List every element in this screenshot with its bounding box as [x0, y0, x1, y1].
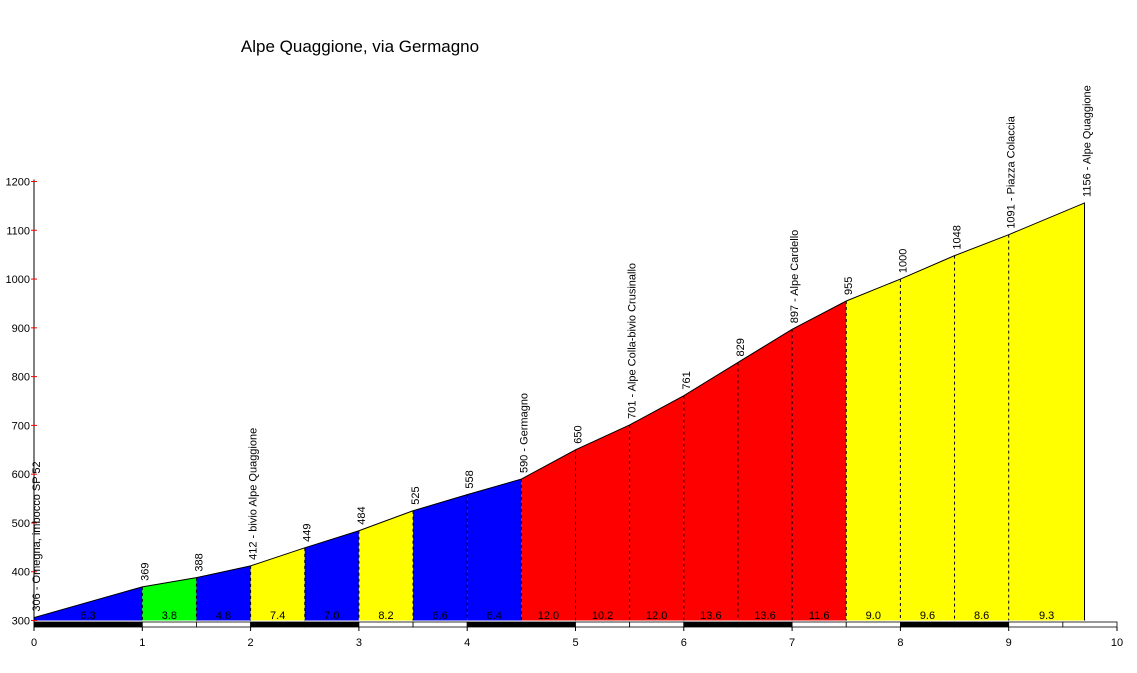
- distance-scale-bar: [141, 621, 197, 628]
- x-tick-label: 2: [248, 637, 254, 649]
- distance-scale-bar: [845, 621, 901, 628]
- waypoint-label: 897 - Alpe Cardello: [789, 230, 801, 324]
- gradient-label: 9.3: [1039, 610, 1054, 622]
- gradient-label: 12.0: [538, 610, 559, 622]
- y-tick-label: 900: [12, 323, 30, 335]
- gradient-label: 6.6: [432, 610, 447, 622]
- gradient-label: 3.8: [162, 610, 177, 622]
- distance-scale-bar: [196, 621, 251, 628]
- gradient-label: 8.6: [974, 610, 989, 622]
- gradient-segment: [196, 565, 251, 621]
- gradient-label: 6.3: [81, 610, 96, 622]
- distance-scale-bar: [683, 621, 739, 628]
- gradient-label: 4.8: [216, 610, 231, 622]
- x-tick-label: 7: [789, 637, 795, 649]
- x-tick-label: 9: [1006, 637, 1012, 649]
- y-tick-label: 500: [12, 518, 30, 530]
- y-tick-label: 300: [12, 616, 30, 628]
- gradient-label: 7.0: [324, 610, 339, 622]
- distance-scale-bar: [33, 621, 89, 628]
- gradient-label: 10.2: [592, 610, 613, 622]
- gradient-segment: [250, 547, 305, 621]
- waypoint-label: 955: [843, 277, 855, 295]
- x-tick-label: 10: [1111, 637, 1123, 649]
- gradient-segment: [900, 255, 955, 621]
- distance-scale-bar: [1008, 621, 1064, 628]
- waypoint-label: 525: [410, 486, 422, 504]
- waypoint-label: 1156 - Alpe Quaggione: [1082, 85, 1094, 197]
- y-tick-label: 800: [12, 372, 30, 384]
- waypoint-label: 558: [464, 470, 476, 488]
- x-tick-label: 0: [31, 637, 37, 649]
- distance-scale-bar: [629, 621, 685, 628]
- x-tick-label: 4: [464, 637, 470, 649]
- waypoint-label: 449: [302, 523, 314, 541]
- gradient-segment: [737, 329, 793, 621]
- waypoint-label: 306 - Omegna, imbocco SP 52: [31, 461, 43, 611]
- waypoint-label: 590 - Germagno: [518, 393, 530, 473]
- distance-scale-bar: [520, 621, 576, 628]
- distance-scale-bar: [1062, 621, 1118, 628]
- gradient-label: 13.6: [754, 610, 775, 622]
- gradient-label: 9.0: [866, 610, 881, 622]
- waypoint-label: 412 - bivio Alpe Quaggione: [248, 428, 260, 560]
- waypoint-label: 650: [573, 425, 585, 443]
- y-tick-label: 400: [12, 567, 30, 579]
- x-tick-label: 1: [139, 637, 145, 649]
- gradient-segment: [846, 279, 901, 621]
- gradient-segment: [521, 449, 576, 621]
- distance-scale-bar: [87, 621, 143, 628]
- distance-scale-bar: [791, 621, 847, 628]
- profile-line: [33, 202, 1086, 621]
- distance-scale-bar: [575, 621, 631, 628]
- y-tick-label: 600: [12, 469, 30, 481]
- waypoint-label: 829: [735, 338, 747, 356]
- x-tick-label: 8: [897, 637, 903, 649]
- gradient-segment: [467, 479, 522, 621]
- waypoint-label: 761: [681, 371, 693, 389]
- gradient-label: 8.2: [378, 610, 393, 622]
- gradient-segment: [304, 530, 359, 621]
- gradient-segment: [1008, 202, 1085, 621]
- x-tick-label: 6: [681, 637, 687, 649]
- waypoint-label: 1048: [952, 225, 964, 249]
- waypoint-label: 701 - Alpe Colla-bivio Crusinallo: [627, 263, 639, 419]
- distance-scale-bar: [304, 621, 360, 628]
- waypoint-label: 388: [193, 553, 205, 571]
- distance-scale-bar: [250, 621, 306, 628]
- gradient-segment: [792, 301, 847, 621]
- gradient-label: 12.0: [646, 610, 667, 622]
- gradient-segment: [34, 586, 143, 621]
- waypoint-label: 369: [139, 562, 151, 580]
- y-tick-label: 700: [12, 420, 30, 432]
- chart-title: Alpe Quaggione, via Germagno: [241, 37, 479, 56]
- waypoint-label: 1000: [897, 249, 909, 273]
- distance-scale-bar: [900, 621, 955, 628]
- gradient-label: 9.6: [920, 610, 935, 622]
- distance-scale-bar: [412, 621, 468, 628]
- y-tick-label: 1100: [6, 225, 30, 237]
- gradient-label: 13.6: [700, 610, 721, 622]
- gradient-segment: [413, 494, 468, 621]
- distance-scale-bar: [954, 621, 1010, 628]
- distance-scale-bar: [466, 621, 522, 628]
- gradient-label: 6.4: [487, 610, 502, 622]
- gradient-segment: [629, 395, 684, 621]
- x-tick-label: 5: [572, 637, 578, 649]
- gradient-segment: [954, 234, 1009, 621]
- y-tick-label: 1200: [6, 177, 30, 189]
- gradient-segment: [683, 362, 738, 621]
- gradient-segment: [575, 424, 630, 621]
- gradient-segment: [142, 577, 197, 621]
- gradient-label: 11.6: [809, 610, 830, 622]
- distance-scale-bar: [358, 621, 414, 628]
- y-tick-label: 1000: [6, 274, 30, 286]
- gradient-label: 7.4: [270, 610, 285, 622]
- gradient-segment: [358, 510, 414, 621]
- x-tick-label: 3: [356, 637, 362, 649]
- waypoint-label: 484: [356, 506, 368, 524]
- distance-scale-bar: [737, 621, 793, 628]
- waypoint-label: 1091 - Piazza Colaccia: [1006, 115, 1018, 228]
